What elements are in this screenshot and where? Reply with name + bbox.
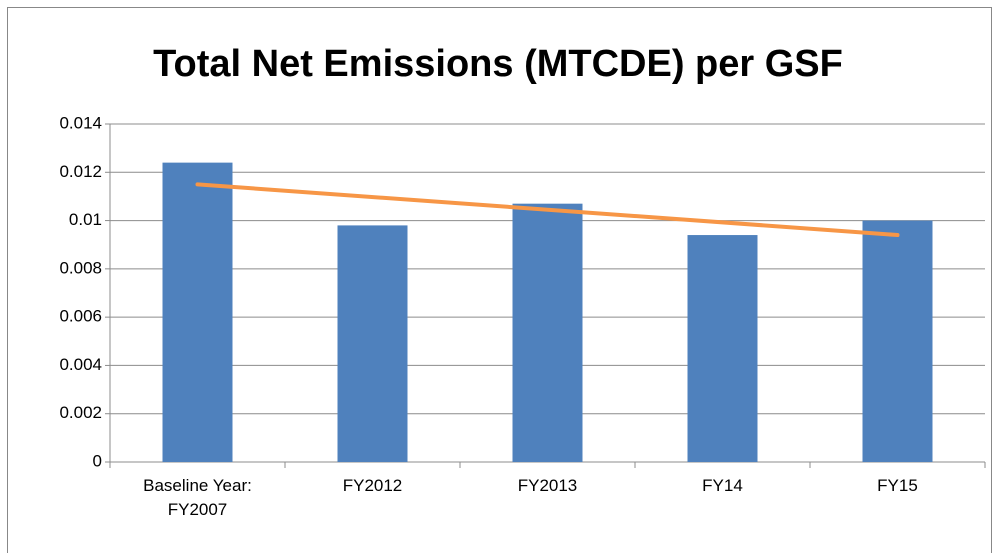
y-tick-label: 0.006 [59,307,102,326]
y-tick-label: 0.002 [59,403,102,422]
y-tick-label: 0.01 [69,210,102,229]
y-tick-label: 0 [93,451,102,470]
bar [512,203,583,462]
x-tick-label: FY14 [702,476,743,495]
x-tick-label: FY15 [877,476,918,495]
y-tick-label: 0.012 [59,162,102,181]
chart-title: Total Net Emissions (MTCDE) per GSF [153,43,843,85]
y-tick-label: 0.014 [59,113,102,132]
chart-border [7,7,992,553]
trendline [195,182,900,238]
y-tick-label: 0.004 [59,355,102,374]
bar [162,162,233,462]
x-tick-label: Baseline Year: FY2007 [143,476,252,519]
y-tick-label: 0.008 [59,258,102,277]
bar [337,225,408,462]
bar [862,220,933,462]
x-tick-label: FY2012 [342,476,403,495]
bar [687,235,758,462]
x-tick-label: FY2013 [517,476,578,495]
